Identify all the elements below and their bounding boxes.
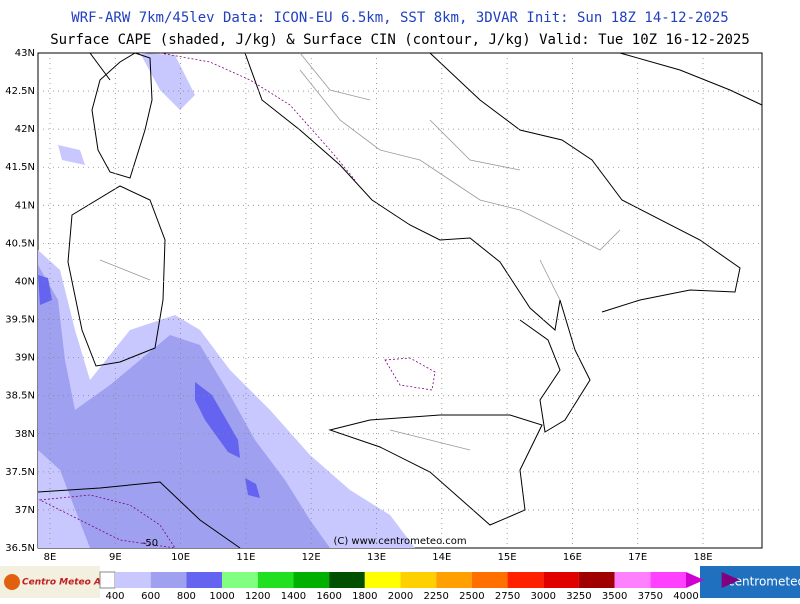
colorbar-label: 1000 <box>209 591 234 600</box>
contour-label: -50 <box>142 538 158 549</box>
colorbar-box <box>329 572 365 588</box>
italy-coast <box>38 52 741 433</box>
colorbar-arrow <box>686 572 704 588</box>
colorbar-label: 1600 <box>316 591 341 600</box>
colorbar-box <box>222 572 258 588</box>
lon-label: 15E <box>498 552 517 563</box>
title: WRF-ARW 7km/45lev Data: ICON-EU 6.5km, S… <box>71 10 728 26</box>
colorbar-label: 2250 <box>423 591 448 600</box>
cape-shade-light <box>58 53 195 165</box>
lat-label: 40N <box>15 276 35 287</box>
colorbar-box <box>364 572 401 588</box>
colorbar-box <box>186 572 223 588</box>
colorbar-box <box>578 572 615 588</box>
lon-label: 11E <box>236 552 255 563</box>
tunisia-coast <box>37 481 241 549</box>
lat-label: 39N <box>15 353 35 364</box>
colorbar-label: 3500 <box>602 591 627 600</box>
lon-label: 8E <box>44 552 57 563</box>
colorbar-box <box>99 571 116 589</box>
cin-contour <box>38 52 436 549</box>
colorbar: Centro Meteo Aquileia centrometeo 400 600… <box>0 566 800 602</box>
lon-label: 10E <box>171 552 190 563</box>
colorbar-box <box>150 572 187 588</box>
colorbar-label: 1800 <box>352 591 377 600</box>
sardinia <box>67 185 166 367</box>
lon-label: 9E <box>109 552 122 563</box>
logo-icon <box>4 574 20 590</box>
lat-label: 42N <box>15 124 35 135</box>
lat-label: 40.5N <box>5 238 35 249</box>
subtitle: Surface CAPE (shaded, J/kg) & Surface CI… <box>50 32 750 48</box>
colorbar-box <box>115 572 151 588</box>
colorbar-label: 2500 <box>459 591 484 600</box>
colorbar-box <box>507 572 544 588</box>
lat-label: 43N <box>15 48 35 59</box>
colorbar-label: 3750 <box>638 591 663 600</box>
sicily <box>328 414 543 526</box>
lon-label: 18E <box>693 552 712 563</box>
lat-label: 37N <box>15 505 35 516</box>
lat-label: 41N <box>15 200 35 211</box>
croatia-coast <box>619 52 763 106</box>
lon-label: 17E <box>628 552 647 563</box>
colorbar-label: 3250 <box>566 591 591 600</box>
lat-label: 38N <box>15 429 35 440</box>
colorbar-label: 800 <box>177 591 196 600</box>
lat-label: 38.5N <box>5 391 35 402</box>
colorbar-box <box>471 572 508 588</box>
lat-label: 37.5N <box>5 467 35 478</box>
lon-label: 13E <box>367 552 386 563</box>
logo-right-box <box>700 566 800 598</box>
colorbar-box <box>614 572 651 588</box>
colorbar-label: 400 <box>105 591 124 600</box>
lon-label: 14E <box>432 552 451 563</box>
colorbar-box <box>293 572 330 588</box>
colorbar-label: 4000 <box>673 591 698 600</box>
colorbar-label: 1200 <box>245 591 270 600</box>
logo-right: centrometeo <box>728 575 800 589</box>
colorbar-arrow <box>721 572 740 588</box>
colorbar-box <box>436 572 472 588</box>
colorbar-label: 1400 <box>281 591 306 600</box>
corsica <box>91 52 153 179</box>
colorbar-box <box>650 572 686 588</box>
colorbar-label: 2000 <box>388 591 413 600</box>
lat-label: 42.5N <box>5 86 35 97</box>
colorbar-box <box>543 572 579 588</box>
colorbar-box <box>400 572 437 588</box>
logo-left: Centro Meteo Aquileia <box>22 578 135 588</box>
colorbar-label: 600 <box>141 591 160 600</box>
map-area: -50 (C) www.centrometeo.com <box>37 52 763 549</box>
colorbar-box <box>257 572 294 588</box>
lon-label: 12E <box>302 552 321 563</box>
admin-borders <box>99 52 621 451</box>
lat-label: 36.5N <box>5 543 35 554</box>
lat-label: 41.5N <box>5 162 35 173</box>
colorbar-label: 3000 <box>531 591 556 600</box>
copyright: (C) www.centrometeo.com <box>333 536 466 547</box>
lat-label: 39.5N <box>5 315 35 326</box>
lon-label: 16E <box>563 552 582 563</box>
colorbar-label: 2750 <box>495 591 520 600</box>
cape-shade-medium <box>38 265 330 548</box>
